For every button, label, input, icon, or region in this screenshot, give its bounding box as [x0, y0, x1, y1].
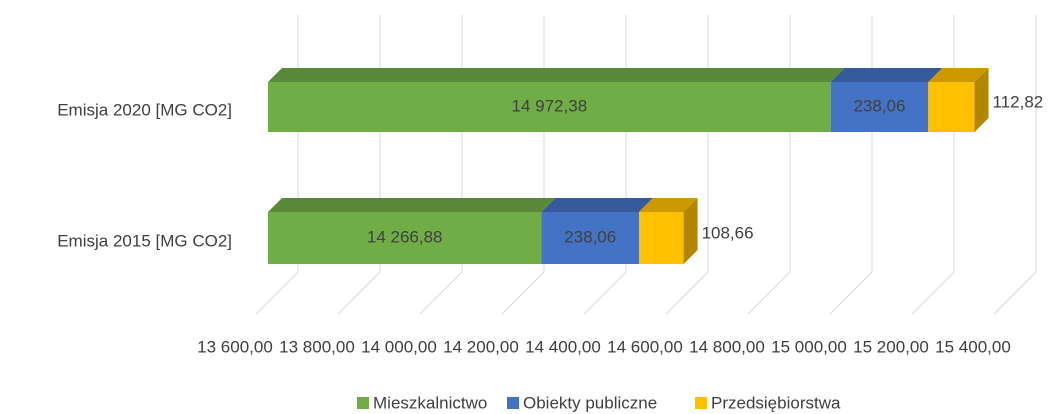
data-label: 108,66 [702, 223, 754, 242]
legend-swatch [507, 397, 519, 409]
x-tick-label: 14 800,00 [689, 337, 765, 356]
bar-top [541, 198, 654, 212]
grid-line [747, 15, 791, 315]
grid-line [255, 15, 299, 315]
legend-label: Przedsiębiorstwa [711, 393, 841, 412]
bar-top [928, 68, 989, 82]
grid-line [419, 15, 463, 315]
x-tick-label: 14 200,00 [443, 337, 519, 356]
x-tick-label: 14 600,00 [607, 337, 683, 356]
legend-label: Obiekty publiczne [523, 393, 657, 412]
bar-side [974, 68, 989, 132]
bar [541, 212, 640, 264]
category-label: Emisja 2020 [MG CO2] [57, 100, 232, 119]
bar [639, 212, 684, 264]
x-tick-label: 13 600,00 [197, 337, 273, 356]
bar-top [268, 198, 556, 212]
bar [928, 82, 975, 132]
grid-line [911, 15, 955, 315]
bar-top [639, 198, 698, 212]
bar [830, 82, 929, 132]
bar-top [268, 68, 845, 82]
data-label: 14 972,38 [512, 96, 588, 115]
grid-line [337, 15, 381, 315]
legend-label: Mieszkalnictwo [373, 393, 487, 412]
legend-swatch [695, 397, 707, 409]
x-tick-label: 14 400,00 [525, 337, 601, 356]
category-label: Emisja 2015 [MG CO2] [57, 231, 232, 250]
bar [268, 212, 542, 264]
bar [268, 82, 831, 132]
data-label: 14 266,88 [367, 227, 443, 246]
bar-side [683, 198, 698, 264]
legend-swatch [357, 397, 369, 409]
grid-line [583, 15, 627, 315]
grid-line [829, 15, 873, 315]
bar-top [830, 68, 943, 82]
x-tick-label: 13 800,00 [279, 337, 355, 356]
grid-line [665, 15, 709, 315]
x-tick-label: 15 400,00 [935, 337, 1011, 356]
x-tick-label: 15 000,00 [771, 337, 847, 356]
data-label: 238,06 [564, 227, 616, 246]
grid-line [501, 15, 545, 315]
data-label: 112,82 [993, 92, 1044, 111]
x-tick-label: 14 000,00 [361, 337, 437, 356]
data-label: 238,06 [853, 96, 905, 115]
grid-line [993, 15, 1037, 315]
x-tick-label: 15 200,00 [853, 337, 929, 356]
